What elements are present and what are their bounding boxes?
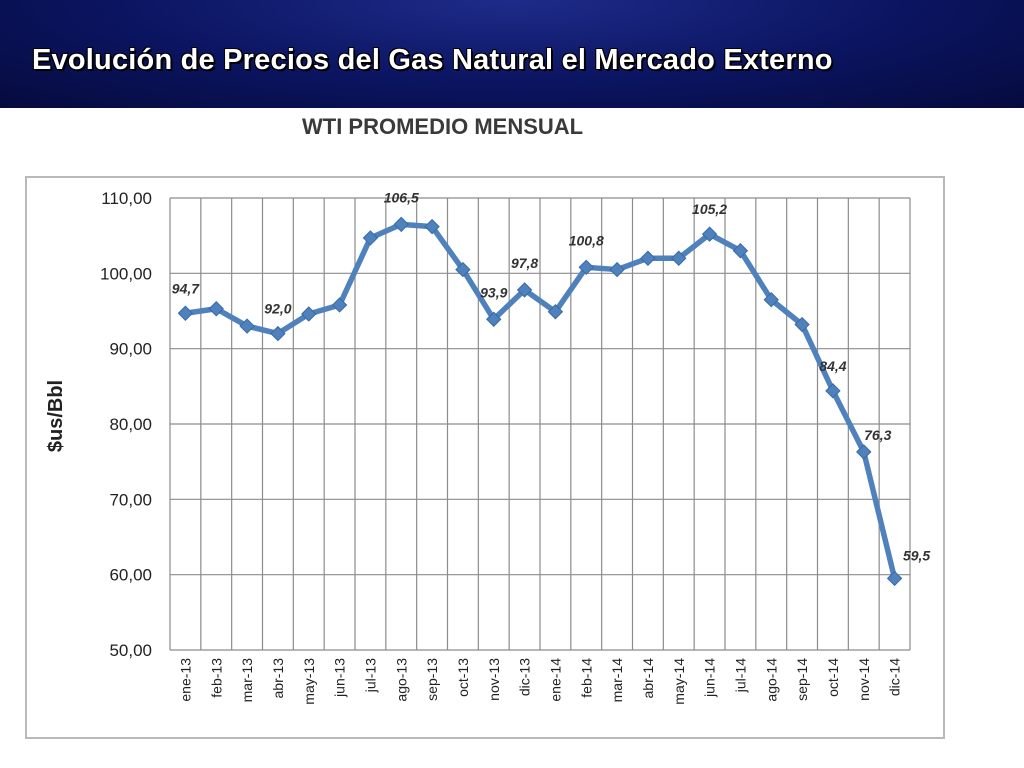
y-tick-label: 50,00 (109, 641, 152, 660)
data-point (825, 383, 841, 399)
y-axis-ticks: 50,00 60,00 70,00 80,00 90,00 100,00 110,00 (100, 189, 152, 660)
data-point (270, 325, 286, 342)
data-point (362, 230, 379, 246)
x-tick-label: feb-14 (578, 658, 594, 698)
data-point (516, 282, 533, 298)
y-tick-label: 60,00 (109, 566, 152, 585)
data-label: 93,9 (480, 284, 507, 300)
x-tick-label: may-14 (671, 658, 687, 705)
y-axis-label: $us/Bbl (45, 380, 67, 452)
data-point (547, 304, 564, 320)
x-tick-label: mar-13 (239, 658, 255, 703)
x-tick-label: dic-13 (517, 658, 533, 696)
data-point (301, 306, 317, 322)
data-point (578, 259, 594, 276)
data-point (794, 316, 810, 333)
data-label: 100,8 (569, 232, 604, 248)
x-tick-label: ene-14 (547, 658, 563, 702)
data-label: 94,7 (172, 280, 200, 296)
data-point (671, 250, 687, 266)
x-tick-label: jul-14 (732, 658, 748, 693)
x-tick-label: ago-13 (393, 658, 409, 702)
x-tick-label: sep-13 (424, 658, 440, 701)
series-line (182, 221, 898, 582)
x-tick-label: may-13 (301, 658, 317, 705)
data-point (455, 261, 471, 278)
data-label: 59,5 (903, 547, 930, 563)
x-tick-label: jun-14 (702, 658, 718, 698)
x-tick-label: abr-14 (640, 658, 656, 699)
x-tick-label: abr-13 (270, 658, 286, 699)
data-point (856, 444, 872, 460)
data-point (701, 226, 718, 242)
x-tick-label: jul-13 (362, 658, 378, 693)
data-label: 105,2 (692, 201, 727, 217)
y-tick-label: 80,00 (109, 415, 152, 434)
slide-title: Evolución de Precios del Gas Natural el … (32, 44, 833, 76)
data-point (239, 318, 255, 334)
data-point (177, 305, 194, 321)
data-label: 84,4 (819, 358, 846, 374)
x-tick-label: dic-14 (887, 658, 903, 696)
data-point (393, 216, 409, 233)
x-tick-label: ene-13 (177, 658, 193, 702)
chart-title: WTI PROMEDIO MENSUAL (302, 114, 584, 139)
chart-frame (25, 176, 945, 739)
data-point (886, 570, 903, 587)
data-point (609, 261, 625, 278)
x-tick-label: sep-14 (794, 658, 810, 701)
data-point (208, 301, 224, 317)
x-tick-label: oct-13 (455, 658, 471, 697)
data-label: 97,8 (511, 255, 538, 271)
data-point (331, 297, 348, 313)
y-tick-label: 70,00 (109, 490, 152, 509)
x-tick-label: ago-14 (763, 658, 779, 702)
chart-grid (169, 197, 911, 651)
data-point (424, 218, 440, 235)
x-tick-label: jun-13 (332, 658, 348, 698)
y-tick-label: 90,00 (109, 340, 152, 359)
data-point (640, 250, 656, 266)
x-axis-ticks: ene-13 feb-13 mar-13 abr-13 may-13 jun-13 jul-… (177, 658, 902, 705)
data-label: 106,5 (384, 189, 419, 205)
y-tick-label: 100,00 (100, 264, 152, 283)
data-point (486, 311, 502, 327)
y-tick-label: 110,00 (101, 189, 152, 208)
data-label: 92,0 (264, 301, 291, 317)
data-point (763, 291, 779, 308)
data-labels: 94,7 92,0 106,5 93,997,8 100,8 105,2 84,4 76,3 5… (172, 189, 931, 563)
x-tick-label: nov-14 (856, 658, 872, 701)
x-tick-label: nov-13 (486, 658, 502, 701)
x-tick-label: mar-14 (609, 658, 625, 703)
x-tick-label: oct-14 (825, 658, 841, 697)
data-point (732, 243, 749, 259)
x-tick-label: feb-13 (208, 658, 224, 698)
data-label: 76,3 (864, 427, 891, 443)
series-layer (177, 216, 903, 587)
slide-header: Evolución de Precios del Gas Natural el … (0, 0, 1024, 108)
